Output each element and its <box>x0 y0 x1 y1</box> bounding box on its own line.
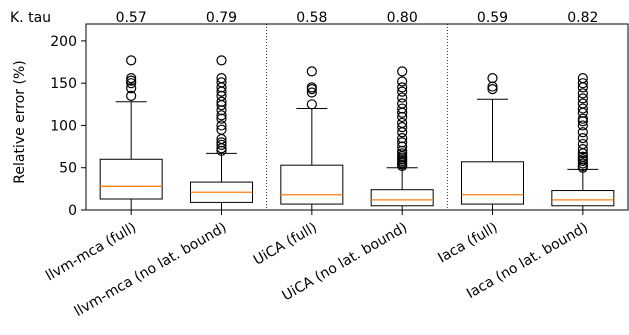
outlier-point <box>577 151 588 162</box>
kendall-tau-value: 0.57 <box>116 10 147 26</box>
outlier-point <box>487 83 498 95</box>
outlier-point <box>577 113 588 124</box>
outlier-point <box>577 154 588 165</box>
outlier-point <box>126 73 137 84</box>
outlier-point <box>216 124 227 135</box>
outlier-point <box>577 93 588 104</box>
outlier-point <box>577 88 588 99</box>
y-tick-label: 50 <box>59 161 77 177</box>
outlier-point <box>216 110 227 121</box>
kendall-tau-value: 0.79 <box>206 10 237 26</box>
y-tick-label: 200 <box>50 34 77 50</box>
outlier-point <box>216 55 227 66</box>
y-tick-label: 100 <box>50 118 77 134</box>
outlier-point <box>577 144 588 155</box>
box <box>99 158 163 200</box>
outlier-point <box>216 77 227 88</box>
outlier-point <box>306 99 317 110</box>
outlier-point <box>126 90 137 101</box>
plot-area <box>85 23 629 211</box>
outlier-point <box>126 78 137 89</box>
outlier-point <box>397 76 408 87</box>
outlier-point <box>306 82 317 93</box>
outlier-point <box>577 98 588 109</box>
outlier-point <box>577 73 588 84</box>
outlier-point <box>487 73 498 84</box>
outlier-point <box>577 158 588 169</box>
outlier-point <box>577 78 588 89</box>
outlier-point <box>577 138 588 150</box>
y-tick-label: 0 <box>68 203 77 219</box>
kendall-tau-value: 0.80 <box>387 10 418 26</box>
outlier-point <box>577 133 588 144</box>
outlier-point <box>397 117 408 129</box>
kendall-tau-value: 0.58 <box>296 10 327 26</box>
kendall-tau-value: 0.82 <box>567 10 598 26</box>
outlier-point <box>126 83 137 94</box>
kendall-tau-row-label: K. tau <box>10 10 51 26</box>
box <box>461 161 524 205</box>
y-tick-label: 150 <box>50 76 77 92</box>
outlier-point <box>577 103 588 114</box>
outlier-point <box>577 120 588 131</box>
outlier-point <box>397 82 408 93</box>
x-tick-label: UiCA (full) <box>251 220 320 269</box>
outlier-point <box>306 66 317 77</box>
x-tick-label: Iaca (full) <box>435 220 500 267</box>
outlier-point <box>397 133 408 144</box>
outlier-point <box>306 87 317 98</box>
outlier-point <box>216 139 227 150</box>
outlier-point <box>397 122 408 133</box>
outlier-point <box>397 98 408 109</box>
outlier-point <box>397 137 408 148</box>
outlier-point <box>397 92 408 103</box>
outlier-point <box>397 86 408 97</box>
outlier-point <box>216 73 227 84</box>
outlier-point <box>216 120 227 131</box>
outlier-point <box>397 103 408 114</box>
kendall-tau-value: 0.59 <box>477 10 508 26</box>
outlier-point <box>216 137 227 148</box>
outlier-point <box>216 96 227 107</box>
outlier-point <box>577 127 588 138</box>
box <box>280 164 344 205</box>
box <box>370 189 434 207</box>
box <box>551 190 615 207</box>
outlier-point <box>397 66 408 77</box>
outlier-point <box>126 75 137 86</box>
y-axis-label: Relative error (%) <box>12 60 28 183</box>
outlier-point <box>126 55 137 66</box>
outlier-point <box>397 148 408 159</box>
x-tick-label: llvm-mca (no lat. bound) <box>72 220 230 320</box>
